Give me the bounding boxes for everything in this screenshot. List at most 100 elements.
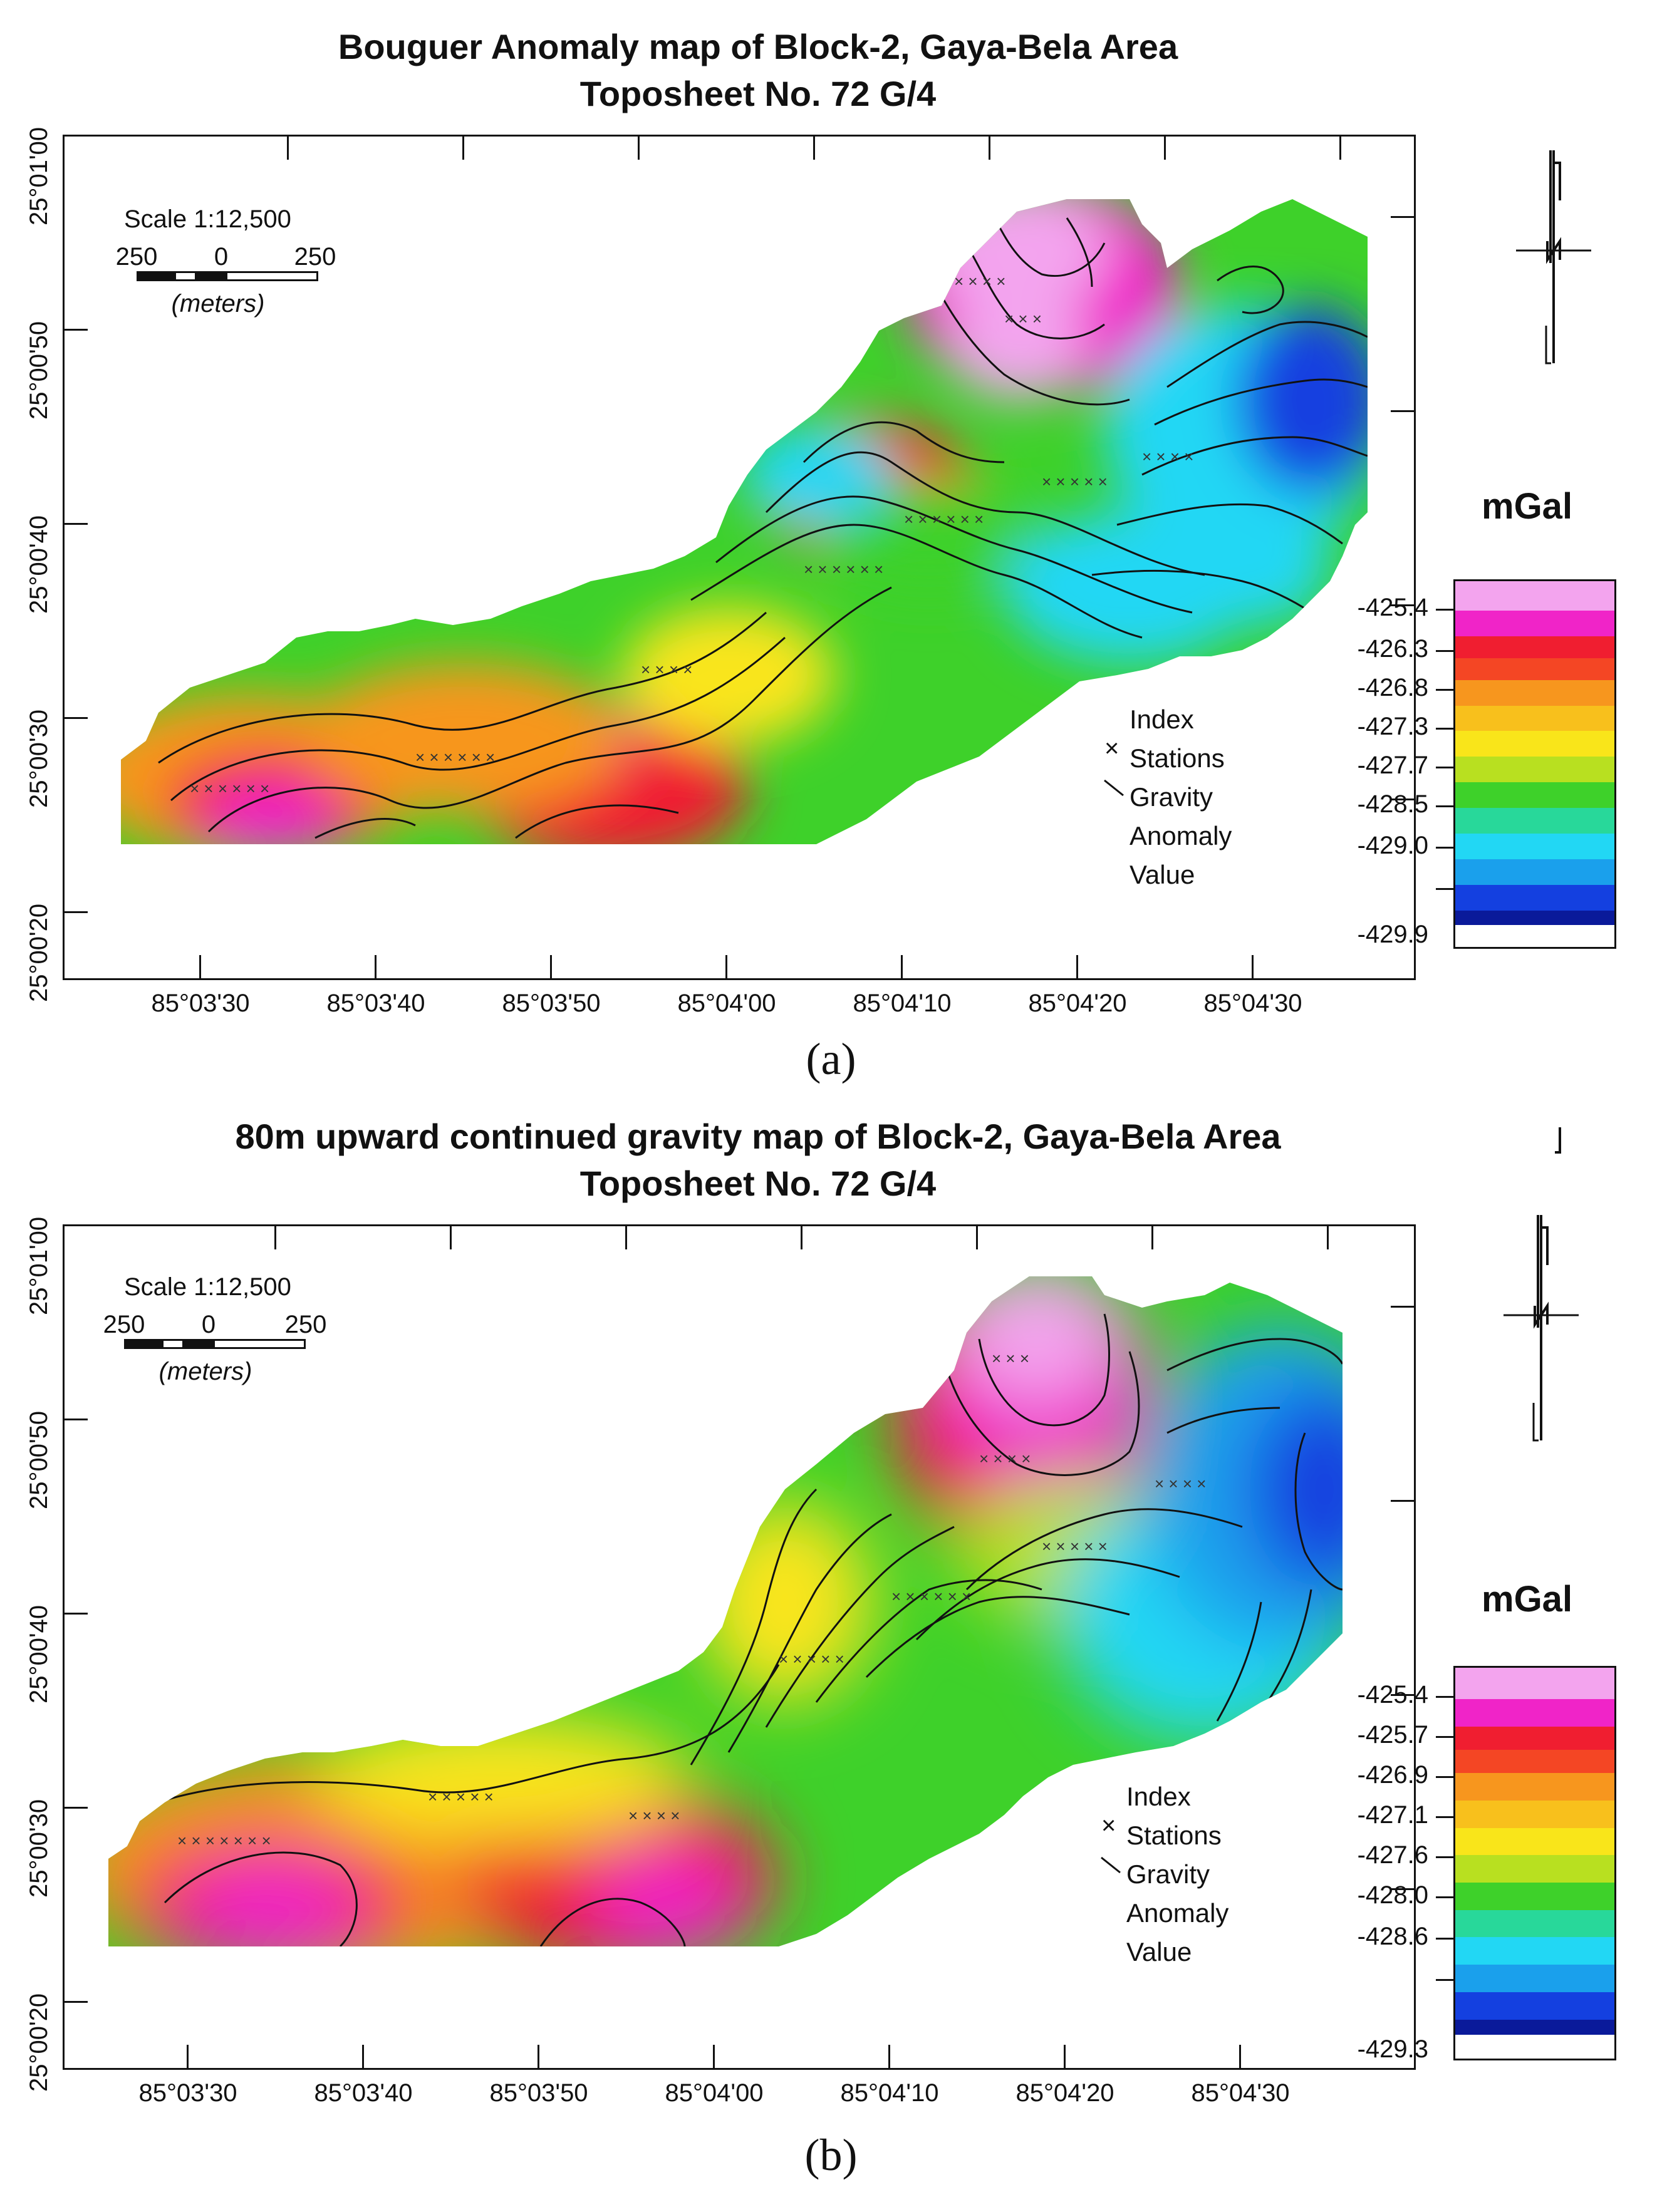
north-arrow-icon <box>1516 150 1591 364</box>
svg-text:× × ×: × × × <box>1004 309 1042 328</box>
lat-label: 25°00'40 <box>25 1605 53 1703</box>
color-bar <box>1453 579 1616 949</box>
station-marker-icon: × <box>1104 735 1119 762</box>
legend-value: Value <box>1126 1937 1192 1967</box>
panel-b: 80m upward continued gravity map of Bloc… <box>0 1102 1662 2180</box>
svg-text:× × × × × ×: × × × × × × <box>190 779 269 798</box>
scale-mid-label: 0 <box>201 1311 216 1338</box>
colorbar-tick: -428.5 <box>1357 790 1428 818</box>
svg-text:× × × × × × ×: × × × × × × × <box>177 1831 271 1850</box>
svg-text:× × ×: × × × <box>992 1349 1029 1368</box>
map-subtitle: Toposheet No. 72 G/4 <box>579 74 937 113</box>
colorbar-tick: -429.9 <box>1357 921 1428 948</box>
map-frame: × × × × × × × × × × × × × × × × × × × × … <box>63 135 1416 980</box>
lon-label: 85°03'50 <box>489 2079 588 2107</box>
panel-a: Bouguer Anomaly map of Block-2, Gaya-Bel… <box>0 13 1662 1084</box>
colorbar-tick: -427.3 <box>1357 713 1428 740</box>
lat-label: 25°00'30 <box>25 1799 53 1898</box>
map-frame: × × × × × × × × × × × × × × × × × × × × … <box>63 1224 1416 2070</box>
upward-continued-map: × × × × × × × × × × × × × × × × × × × × … <box>108 1276 1343 1946</box>
lon-label: 85°04'00 <box>677 990 776 1017</box>
colorbar-tick: -427.6 <box>1357 1841 1428 1869</box>
lon-label: 85°03'30 <box>138 2079 237 2107</box>
unit-label: mGal <box>1482 486 1573 527</box>
svg-text:× × × × × ×: × × × × × × <box>891 1587 971 1606</box>
colorbar-tick: -425.4 <box>1357 1681 1428 1708</box>
svg-text:× × × ×: × × × × <box>628 1806 680 1825</box>
legend-value: Value <box>1130 860 1195 889</box>
svg-text:× × × ×: × × × × <box>954 272 1005 291</box>
svg-text:× × × ×: × × × × <box>1155 1474 1206 1493</box>
legend-anomaly: Anomaly <box>1130 821 1232 850</box>
svg-text:× × × ×: × × × × <box>641 660 692 679</box>
station-marker-icon: × <box>1101 1812 1116 1839</box>
scale-text: Scale 1:12,500 <box>124 1273 291 1301</box>
svg-text:× × × × ×: × × × × × <box>1042 1537 1108 1556</box>
colorbar-tick: -426.8 <box>1357 674 1428 701</box>
lat-label: 25°00'40 <box>25 515 53 614</box>
map-title: Bouguer Anomaly map of Block-2, Gaya-Bel… <box>338 27 1178 66</box>
colorbar-tick: -427.7 <box>1357 752 1428 779</box>
lat-label: 25°00'20 <box>25 1993 53 2092</box>
colorbar-tick: -427.1 <box>1357 1801 1428 1829</box>
legend-stations: Stations <box>1126 1821 1222 1850</box>
north-arrow-icon <box>1504 1127 1579 1442</box>
legend-gravity: Gravity <box>1130 782 1213 812</box>
colorbar-tick: -425.7 <box>1357 1721 1428 1749</box>
lon-label: 85°03'40 <box>314 2079 413 2107</box>
color-bar <box>1453 1666 1616 2060</box>
lon-label: 85°04'10 <box>840 2079 939 2107</box>
contour-line-icon <box>1104 779 1124 797</box>
lon-label: 85°03'50 <box>502 990 601 1017</box>
scale-unit-label: (meters) <box>158 1358 252 1385</box>
map-subtitle: Toposheet No. 72 G/4 <box>579 1164 937 1203</box>
colorbar-tick: -425.4 <box>1357 594 1428 621</box>
svg-text:× × × ×: × × × × <box>1142 447 1193 466</box>
lat-label: 25°00'50 <box>25 321 53 420</box>
scale-bar <box>137 271 318 281</box>
colorbar-tick: -429.0 <box>1357 832 1428 859</box>
contour-line-icon <box>1101 1856 1121 1874</box>
lon-label: 85°04'10 <box>853 990 952 1017</box>
anomaly-map: × × × × × × × × × × × × × × × × × × × × … <box>121 199 1368 844</box>
lon-label: 85°04'20 <box>1015 2079 1114 2107</box>
svg-text:× × × × ×: × × × × × <box>1042 472 1108 491</box>
scale-bar <box>124 1339 306 1349</box>
lon-label: 85°03'40 <box>326 990 425 1017</box>
scale-text: Scale 1:12,500 <box>124 205 291 233</box>
lat-label: 25°01'00 <box>25 1216 53 1315</box>
panel-label: (b) <box>804 2130 858 2180</box>
legend-gravity: Gravity <box>1126 1859 1210 1889</box>
lat-label: 25°00'30 <box>25 709 53 808</box>
colorbar-tick: -426.3 <box>1357 635 1428 663</box>
lon-label: 85°03'30 <box>151 990 250 1017</box>
svg-text:× × × × × ×: × × × × × × <box>415 748 495 767</box>
map-title: 80m upward continued gravity map of Bloc… <box>235 1117 1281 1156</box>
panel-label: (a) <box>806 1034 856 1084</box>
unit-label: mGal <box>1482 1579 1573 1620</box>
legend-index: Index <box>1130 705 1194 734</box>
lon-label: 85°04'30 <box>1203 990 1302 1017</box>
colorbar-tick: -426.9 <box>1357 1761 1428 1789</box>
colorbar-tick: -428.0 <box>1357 1881 1428 1909</box>
scale-right-label: 250 <box>294 243 336 271</box>
scale-right-label: 250 <box>284 1311 327 1338</box>
lon-label: 85°04'00 <box>665 2079 764 2107</box>
legend-index: Index <box>1126 1782 1191 1811</box>
colorbar-tick: -428.6 <box>1357 1923 1428 1950</box>
svg-text:× × × × × ×: × × × × × × <box>904 510 984 529</box>
lon-label: 85°04'30 <box>1191 2079 1290 2107</box>
lon-label: 85°04'20 <box>1028 990 1127 1017</box>
lat-label: 25°01'00 <box>25 127 53 225</box>
lat-label: 25°00'20 <box>25 903 53 1002</box>
colorbar-tick: -429.3 <box>1357 2035 1428 2063</box>
scale-left-label: 250 <box>115 243 158 271</box>
svg-text:× × × ×: × × × × <box>979 1449 1031 1468</box>
legend-anomaly: Anomaly <box>1126 1898 1229 1928</box>
scale-unit-label: (meters) <box>171 290 265 318</box>
legend-stations: Stations <box>1130 743 1225 773</box>
scale-left-label: 250 <box>103 1311 145 1338</box>
lat-label: 25°00'50 <box>25 1410 53 1509</box>
svg-text:× × × × × ×: × × × × × × <box>804 560 883 579</box>
scale-mid-label: 0 <box>214 243 229 271</box>
